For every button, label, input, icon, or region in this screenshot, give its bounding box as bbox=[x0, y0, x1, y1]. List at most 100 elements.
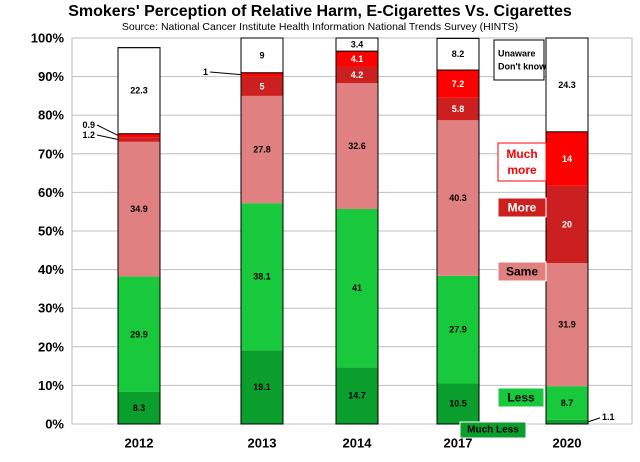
bar-segment bbox=[241, 72, 283, 77]
y-tick-label: 0% bbox=[45, 417, 64, 432]
legend-label: Less bbox=[507, 391, 535, 405]
data-label: 9 bbox=[259, 50, 264, 60]
bar-segment bbox=[546, 263, 588, 387]
bar-segment bbox=[545, 37, 589, 133]
y-tick-label: 50% bbox=[38, 224, 64, 239]
x-tick-label: 2013 bbox=[248, 436, 277, 451]
x-tick-label: 2012 bbox=[125, 436, 154, 451]
data-label: 41 bbox=[352, 283, 362, 293]
bar-segment bbox=[546, 131, 588, 186]
data-label: 19.1 bbox=[253, 382, 271, 392]
data-label: 3.4 bbox=[351, 40, 364, 50]
bar-segment bbox=[241, 350, 283, 424]
data-label: 10.5 bbox=[449, 399, 467, 409]
data-label: 29.9 bbox=[130, 329, 148, 339]
data-label: 40.3 bbox=[449, 193, 467, 203]
data-label: 5.8 bbox=[452, 104, 465, 114]
data-label: 1 bbox=[203, 67, 208, 77]
y-tick-label: 80% bbox=[38, 108, 64, 123]
legend-swatch bbox=[497, 261, 547, 282]
data-label: 14.7 bbox=[348, 391, 366, 401]
y-tick-label: 30% bbox=[38, 301, 64, 316]
bar-segment bbox=[437, 383, 479, 424]
data-label: 24.3 bbox=[558, 80, 576, 90]
chart-subtitle: Source: National Cancer Institute Health… bbox=[121, 21, 519, 33]
bar-segment bbox=[241, 95, 283, 204]
x-tick-label: 2014 bbox=[343, 436, 373, 451]
data-label: 4.1 bbox=[351, 54, 364, 64]
legend-swatch bbox=[493, 39, 545, 81]
bar-segment bbox=[437, 120, 479, 276]
bar-segment bbox=[336, 66, 378, 84]
legend-label: Much Less bbox=[467, 425, 519, 436]
bar-segment bbox=[336, 83, 378, 209]
bar-outline bbox=[117, 47, 161, 425]
bar-outline bbox=[436, 37, 480, 425]
bar-outline bbox=[335, 37, 379, 425]
bar-segment bbox=[118, 276, 160, 392]
data-label: 38.1 bbox=[253, 272, 271, 282]
bar-segment bbox=[241, 203, 283, 351]
bar-segment bbox=[117, 47, 161, 135]
legend-label: more bbox=[507, 163, 537, 177]
legend-label: Don't know bbox=[498, 62, 547, 72]
leader-line bbox=[209, 71, 242, 76]
legend-swatch bbox=[497, 197, 547, 218]
data-label: 27.9 bbox=[449, 325, 467, 335]
y-tick-label: 40% bbox=[38, 262, 64, 277]
bar-segment bbox=[118, 141, 160, 277]
legend-label: Much bbox=[506, 147, 537, 161]
x-tick-label: 2020 bbox=[553, 436, 582, 451]
y-tick-label: 90% bbox=[38, 69, 64, 84]
bar-segment bbox=[336, 51, 378, 67]
data-label: 34.9 bbox=[130, 204, 148, 214]
legend-swatch bbox=[497, 142, 547, 182]
legend-label: More bbox=[508, 201, 537, 215]
data-label: 8.2 bbox=[452, 49, 465, 59]
bar-outline bbox=[240, 37, 284, 425]
y-tick-label: 10% bbox=[38, 378, 64, 393]
bar-segment bbox=[437, 275, 479, 384]
bar-segment bbox=[241, 76, 283, 96]
data-label: 32.6 bbox=[348, 141, 366, 151]
y-tick-label: 70% bbox=[38, 146, 64, 161]
legend-swatch bbox=[459, 421, 527, 439]
bar-segment bbox=[546, 386, 588, 420]
bar-segment bbox=[436, 37, 480, 71]
y-tick-label: 60% bbox=[38, 185, 64, 200]
y-tick-label: 100% bbox=[31, 31, 65, 46]
data-label: 14 bbox=[562, 154, 572, 164]
data-label: 7.2 bbox=[452, 79, 465, 89]
data-label: 0.9 bbox=[82, 120, 95, 130]
leader-line bbox=[96, 134, 119, 141]
data-label: 1.2 bbox=[82, 130, 95, 140]
data-label: 27.8 bbox=[253, 145, 271, 155]
data-label: 20 bbox=[562, 219, 572, 229]
bar-outline bbox=[545, 37, 589, 425]
bar-segment bbox=[336, 208, 378, 368]
data-label: 31.9 bbox=[558, 320, 576, 330]
bar-segment bbox=[546, 419, 588, 424]
leader-line bbox=[96, 124, 119, 136]
data-label: 5 bbox=[259, 81, 264, 91]
data-label: 8.3 bbox=[133, 403, 146, 413]
bar-segment bbox=[118, 391, 160, 424]
bar-segment bbox=[336, 367, 378, 424]
x-tick-label: 2017 bbox=[444, 436, 473, 451]
legend-swatch bbox=[497, 387, 545, 408]
data-label: 22.3 bbox=[130, 86, 148, 96]
bar-segment bbox=[118, 133, 160, 138]
bar-segment bbox=[437, 70, 479, 98]
chart-title: Smokers' Perception of Relative Harm, E-… bbox=[68, 3, 572, 20]
legend-label: Unaware bbox=[498, 49, 536, 59]
bar-segment bbox=[546, 185, 588, 264]
legend-label: Same bbox=[506, 265, 538, 279]
y-tick-label: 20% bbox=[38, 339, 64, 354]
data-label: 8.7 bbox=[561, 398, 574, 408]
data-label: 1.1 bbox=[602, 412, 615, 422]
data-label: 4.2 bbox=[351, 70, 364, 80]
bar-segment bbox=[118, 137, 160, 142]
bar-segment bbox=[437, 97, 479, 121]
leader-line bbox=[587, 417, 601, 423]
